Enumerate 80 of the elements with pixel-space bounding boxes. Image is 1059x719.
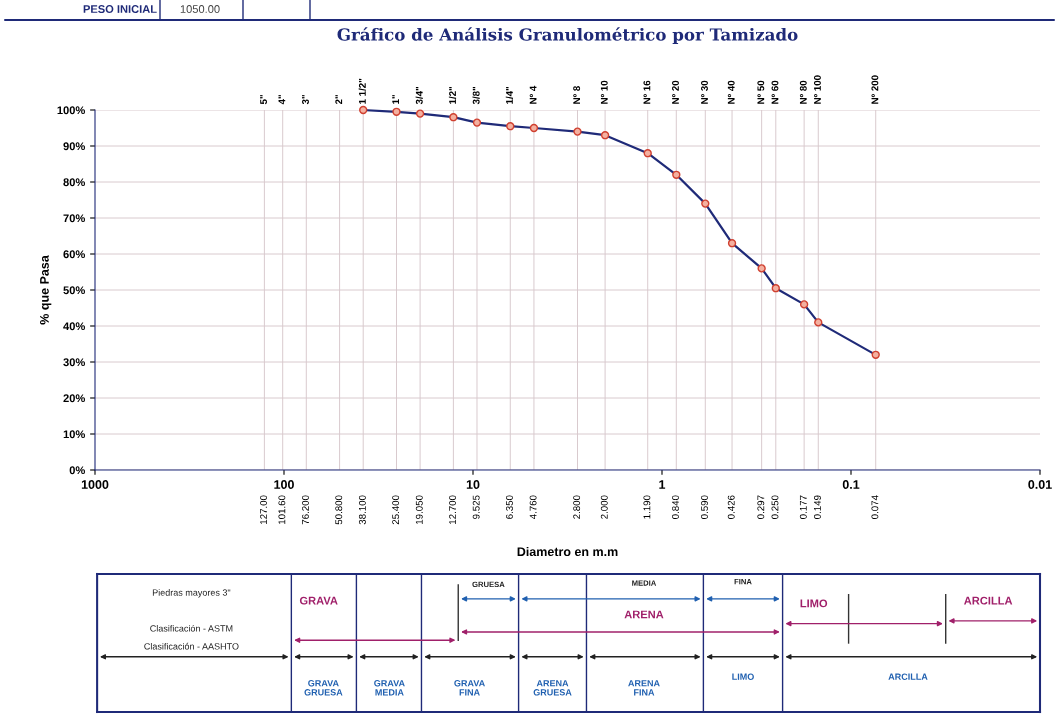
annotation: 3/4" xyxy=(415,86,423,105)
annotation: 4" xyxy=(278,95,286,105)
ref-line-label: 19.050 xyxy=(415,495,423,524)
ref-line-label: 50.800 xyxy=(335,495,343,525)
ref-line-label: 0.590 xyxy=(701,495,708,519)
annotation: Nº 50 xyxy=(757,80,765,104)
ref-line-label: 1.190 xyxy=(643,495,651,519)
annotation: Nº 30 xyxy=(701,80,708,104)
annotation: 3/8" xyxy=(472,86,480,105)
x-tick-label: 10 xyxy=(466,480,480,489)
text: Clasificación - AASHTO xyxy=(144,642,239,650)
annotation: 1/4" xyxy=(505,86,513,104)
y-tick-label: 60% xyxy=(63,250,85,259)
annotation: Nº 80 xyxy=(799,80,807,104)
ref-line-label: 9.525 xyxy=(472,495,480,519)
y-tick-label: 70% xyxy=(63,214,85,223)
text: GRAVA MEDIA xyxy=(374,680,405,696)
text: ARENA FINA xyxy=(628,680,660,696)
annotation: 1" xyxy=(392,95,399,104)
ref-line-label: 0.149 xyxy=(813,495,821,519)
ref-line-label: 0.840 xyxy=(672,495,679,519)
annotation: Nº 60 xyxy=(771,80,779,104)
x-tick-label: 0.01 xyxy=(1028,480,1052,489)
ref-line-label: 25.400 xyxy=(392,495,400,525)
y-tick-label: 40% xyxy=(63,322,85,331)
y-tick-label: 100% xyxy=(57,106,85,115)
ref-line-label: 12.700 xyxy=(449,495,456,524)
annotation: 1 1/2" xyxy=(358,78,366,104)
x-tick-label: 1000 xyxy=(81,480,109,489)
text: 1050.00 xyxy=(180,5,220,13)
text: PESO INICIAL xyxy=(83,5,157,13)
ref-line-label: 127.00 xyxy=(260,495,267,524)
ref-line-label: 76.200 xyxy=(302,495,309,525)
y-tick-label: 90% xyxy=(63,142,85,151)
ref-line-label: 6.350 xyxy=(506,495,513,519)
ref-line-label: 2.000 xyxy=(600,495,608,519)
x-axis-title: Diametro en m.m xyxy=(517,546,618,557)
annotation: 2" xyxy=(335,95,343,105)
annotation: 5" xyxy=(260,95,267,105)
text: ARCILLA xyxy=(888,673,928,680)
annotation: Nº 10 xyxy=(600,80,608,104)
annotation: 1/2" xyxy=(448,86,457,104)
text: LIMO xyxy=(732,673,754,680)
text: Clasificación - ASTM xyxy=(150,624,233,632)
annotation: Nº 100 xyxy=(813,75,821,104)
y-tick-label: 10% xyxy=(63,430,85,439)
text: GRAVA GRUESA xyxy=(304,680,343,696)
y-tick-label: 80% xyxy=(63,178,85,187)
annotation: 3" xyxy=(302,95,309,105)
ref-line-label: 2.800 xyxy=(573,495,581,519)
annotation: Nº 8 xyxy=(573,86,581,104)
y-tick-label: 20% xyxy=(63,394,85,403)
x-tick-label: 100 xyxy=(274,480,294,489)
annotation: Nº 16 xyxy=(643,80,651,104)
y-tick-label: 0% xyxy=(69,466,85,475)
annotation: Nº 200 xyxy=(871,75,879,104)
chart-title: Gráfico de Análisis Granulométrico por Tamizado xyxy=(337,27,798,45)
ref-line-label: 0.426 xyxy=(727,495,735,519)
text: ARCILLA xyxy=(964,596,1013,605)
y-axis-title: % que Pasa xyxy=(40,255,52,325)
annotation: Nº 20 xyxy=(672,80,679,104)
text: ARENA xyxy=(624,610,664,619)
ref-line-label: 0.297 xyxy=(757,495,765,519)
ref-line-label: 0.177 xyxy=(799,495,807,519)
ref-line-label: 0.074 xyxy=(871,495,879,519)
ref-line-label: 4.760 xyxy=(529,495,537,520)
x-tick-label: 0.1 xyxy=(842,480,860,489)
y-tick-label: 30% xyxy=(63,358,85,367)
x-tick-label: 1 xyxy=(659,480,666,489)
text: GRAVA FINA xyxy=(454,680,485,696)
ref-line-label: 0.250 xyxy=(771,495,779,519)
annotation: Nº 4 xyxy=(529,85,537,104)
ref-line-label: 101.60 xyxy=(278,495,286,524)
text: ARENA GRUESA xyxy=(533,680,572,696)
text: Piedras mayores 3" xyxy=(152,589,231,598)
text: LIMO xyxy=(800,599,828,608)
ref-line-label: 38.100 xyxy=(358,495,366,525)
text: GRAVA xyxy=(299,596,338,605)
annotation: Nº 40 xyxy=(727,80,735,104)
y-tick-label: 50% xyxy=(63,286,85,295)
